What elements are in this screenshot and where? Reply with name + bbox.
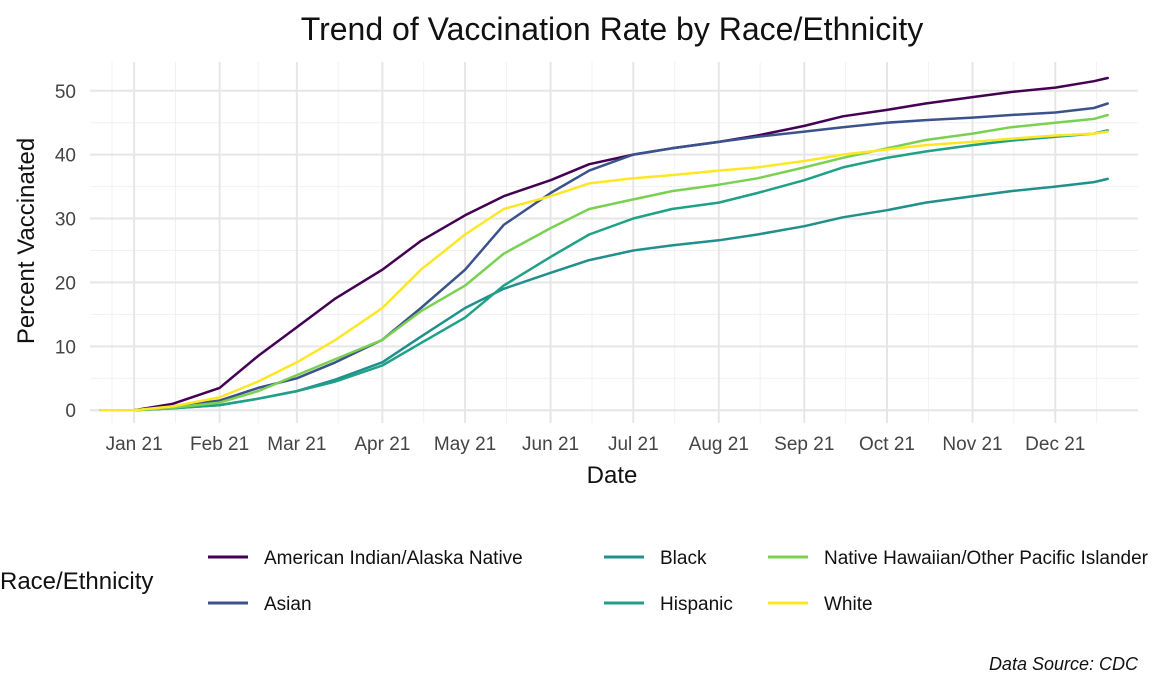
y-axis-title: Percent Vaccinated [13,138,40,344]
y-tick-label: 20 [55,273,76,294]
y-axis-ticks: 0 10 20 30 40 50 [55,82,76,422]
grid [90,62,1138,423]
series-line-hispanic [99,129,1109,412]
series-line-native-hawaiian-other-pacific-islander [99,113,1109,412]
legend: American Indian/Alaska Native Asian Black H… [208,548,1149,615]
x-tick-label: Jan 21 [106,434,163,455]
legend-label: Native Hawaiian/Other Pacific Islander [824,548,1149,569]
x-tick-label: Mar 21 [267,434,326,455]
y-tick-label: 30 [55,210,76,231]
x-tick-label: Aug 21 [689,434,749,455]
x-tick-label: Jul 21 [608,434,659,455]
y-tick-label: 0 [65,401,76,422]
x-axis-ticks: Jan 21 Feb 21 Mar 21 Apr 21 May 21 Jun 21 Jul … [106,434,1086,455]
y-tick-label: 50 [55,82,76,103]
x-tick-label: Nov 21 [942,434,1002,455]
x-axis-title: Date [587,462,638,489]
legend-label: Black [660,548,707,569]
x-tick-label: Dec 21 [1025,434,1085,455]
legend-label: American Indian/Alaska Native [264,548,523,569]
legend-title: Race/Ethnicity [0,568,153,595]
chart-caption: Data Source: CDC [989,654,1139,674]
series-line-black [99,177,1109,412]
x-tick-label: Oct 21 [859,434,915,455]
x-tick-label: Feb 21 [190,434,249,455]
x-tick-label: Jun 21 [522,434,579,455]
series-line-asian [99,102,1109,412]
x-tick-label: Apr 21 [354,434,410,455]
y-tick-label: 10 [55,337,76,358]
series-line-american-indian-alaska-native [99,76,1109,412]
legend-label: Hispanic [660,594,733,615]
legend-label: White [824,594,873,615]
y-tick-label: 40 [55,146,76,167]
x-tick-label: Sep 21 [774,434,834,455]
x-tick-label: May 21 [434,434,496,455]
chart-title: Trend of Vaccination Rate by Race/Ethnic… [301,11,924,47]
series-line-white [99,130,1109,412]
series-lines [99,76,1109,412]
legend-label: Asian [264,594,312,615]
